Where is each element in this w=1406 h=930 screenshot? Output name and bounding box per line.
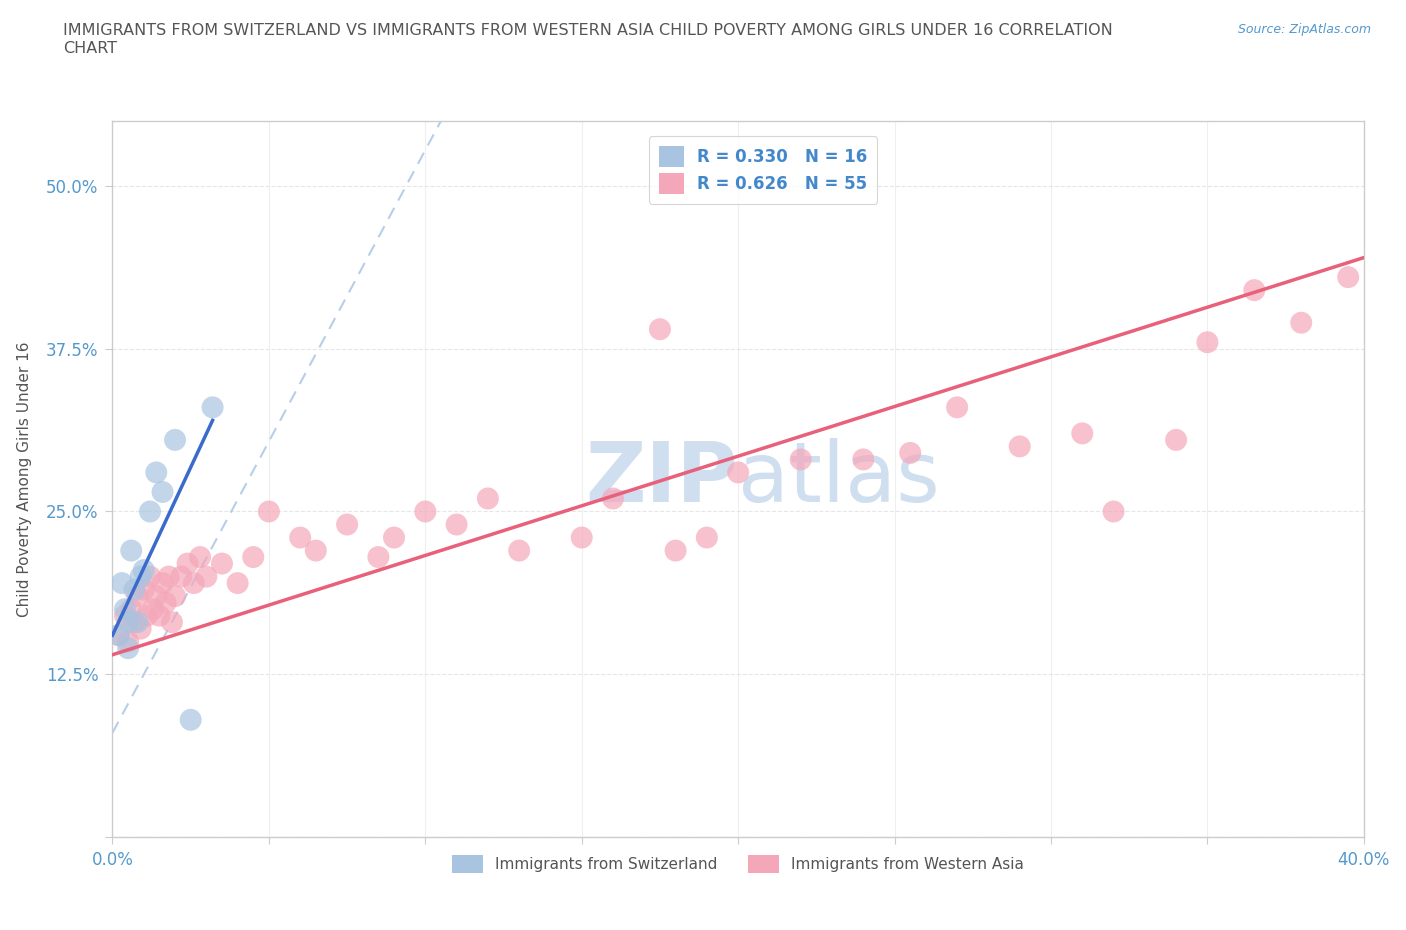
Point (117, 634, 139, 649)
Point (898, 445, 921, 460)
Point (107, 628, 129, 643)
Point (382, 530, 405, 545)
Point (142, 602, 165, 617)
Point (120, 543, 142, 558)
Point (127, 615, 149, 630)
Point (114, 608, 136, 623)
Point (446, 517, 468, 532)
Point (648, 322, 671, 337)
Point (1197, 335, 1219, 350)
Point (602, 491, 624, 506)
Point (367, 550, 389, 565)
Point (188, 550, 211, 565)
Point (852, 452, 875, 467)
Point (1166, 432, 1188, 447)
Text: ZIP: ZIP (586, 438, 738, 520)
Point (1102, 504, 1125, 519)
Point (120, 602, 142, 617)
Point (132, 582, 155, 597)
Point (117, 641, 139, 656)
Point (129, 569, 152, 584)
Point (148, 608, 170, 623)
Point (1337, 270, 1360, 285)
Point (1071, 426, 1094, 441)
Point (117, 615, 139, 630)
Point (201, 400, 224, 415)
Point (305, 543, 328, 558)
Point (124, 615, 146, 630)
Point (1243, 283, 1265, 298)
Text: IMMIGRANTS FROM SWITZERLAND VS IMMIGRANTS FROM WESTERN ASIA CHILD POVERTY AMONG : IMMIGRANTS FROM SWITZERLAND VS IMMIGRANT… (63, 23, 1114, 56)
Point (226, 576, 249, 591)
Point (257, 504, 280, 519)
Point (290, 530, 312, 545)
Point (139, 504, 162, 519)
Point (127, 589, 149, 604)
Point (163, 589, 186, 604)
Point (145, 589, 167, 604)
Point (1008, 439, 1031, 454)
Point (111, 576, 134, 591)
Point (1291, 315, 1313, 330)
Point (415, 504, 437, 519)
Point (135, 608, 157, 623)
Point (170, 569, 193, 584)
Point (157, 569, 180, 584)
Point (571, 530, 593, 545)
Point (946, 400, 969, 415)
Point (727, 465, 749, 480)
Point (124, 582, 146, 597)
Point (1384, 257, 1406, 272)
Point (242, 550, 264, 565)
Point (180, 712, 202, 727)
Text: Source: ZipAtlas.com: Source: ZipAtlas.com (1237, 23, 1371, 36)
Point (183, 576, 205, 591)
Point (114, 602, 136, 617)
Point (155, 595, 177, 610)
Point (152, 485, 174, 499)
Point (477, 491, 499, 506)
Point (107, 628, 129, 643)
Point (211, 556, 233, 571)
Point (132, 563, 155, 578)
Point (145, 465, 167, 480)
Point (152, 576, 174, 591)
Y-axis label: Child Poverty Among Girls Under 16: Child Poverty Among Girls Under 16 (17, 341, 32, 617)
Point (508, 543, 530, 558)
Point (664, 543, 686, 558)
Point (790, 452, 813, 467)
Point (176, 556, 198, 571)
Point (139, 569, 162, 584)
Text: atlas: atlas (738, 438, 939, 520)
Point (336, 517, 359, 532)
Legend: Immigrants from Switzerland, Immigrants from Western Asia: Immigrants from Switzerland, Immigrants … (446, 849, 1031, 880)
Point (160, 615, 183, 630)
Point (696, 530, 718, 545)
Point (129, 621, 152, 636)
Point (163, 432, 186, 447)
Point (195, 569, 218, 584)
